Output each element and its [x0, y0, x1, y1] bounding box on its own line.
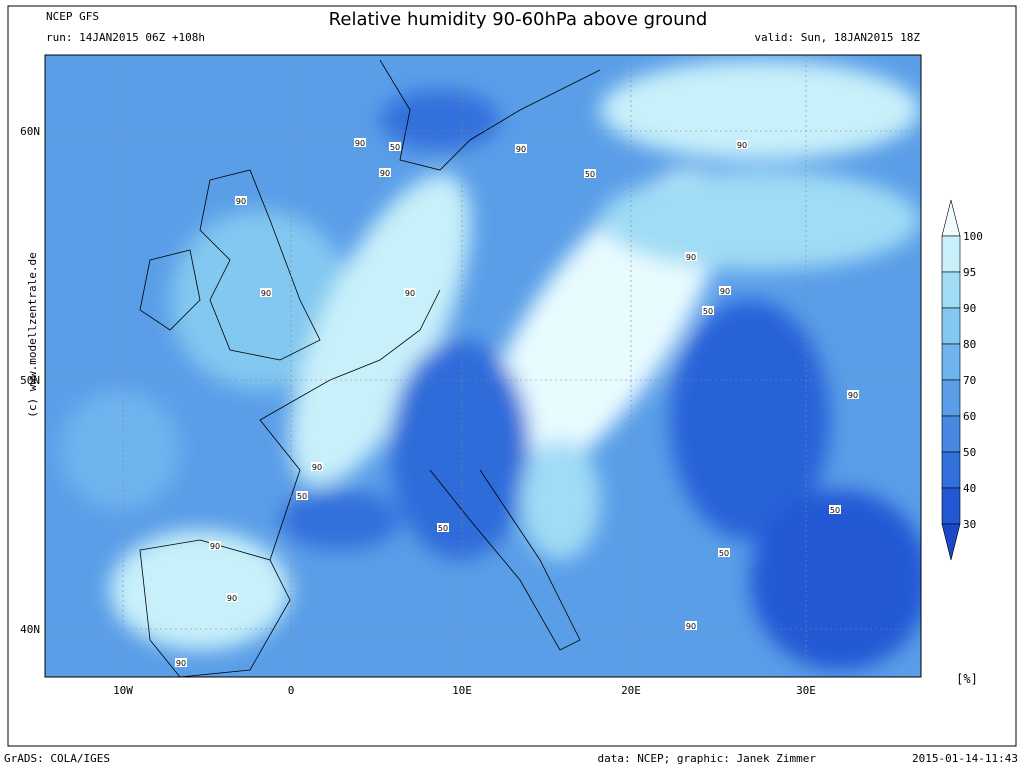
lon-label: 30E [796, 684, 816, 697]
contour-label: 50 [438, 524, 448, 533]
valid-info: valid: Sun, 18JAN2015 18Z [754, 31, 920, 44]
contour-label-bg [736, 140, 748, 149]
contour-label-bg [718, 548, 730, 557]
lon-label: 20E [621, 684, 641, 697]
contour-label: 90 [516, 145, 526, 154]
contour-label: 90 [236, 197, 246, 206]
colorbar-box [941, 379, 961, 417]
contour-label: 50 [585, 170, 595, 179]
contour-label-bg [685, 621, 697, 630]
contour-label-bg [719, 286, 731, 295]
contour-label: 90 [405, 289, 415, 298]
contour-label: 90 [380, 169, 390, 178]
contour-label: 90 [176, 659, 186, 668]
contour-label-bg [515, 144, 527, 153]
footer-timestamp: 2015-01-14-11:43 [912, 752, 1018, 765]
contour-label-bg [404, 288, 416, 297]
lat-label: 50N [20, 374, 40, 387]
colorbar-label: 80 [963, 338, 976, 351]
contour-label: 90 [848, 391, 858, 400]
contour-label: 50 [390, 143, 400, 152]
colorbar-label: 50 [963, 446, 976, 459]
contour-label: 90 [227, 594, 237, 603]
contour-label-bg [847, 390, 859, 399]
contour-label: 90 [720, 287, 730, 296]
contour-label: 90 [261, 289, 271, 298]
model-name: NCEP GFS [46, 10, 99, 23]
lat-label: 60N [20, 125, 40, 138]
colorbar-label: 95 [963, 266, 976, 279]
run-info: run: 14JAN2015 06Z +108h [46, 31, 205, 44]
colorbar-label: 40 [963, 482, 976, 495]
humidity-field [45, 55, 921, 677]
contour-label-bg [175, 658, 187, 667]
contour-label-bg [437, 523, 449, 532]
contour-label-bg [702, 306, 714, 315]
contour-label: 50 [297, 492, 307, 501]
copyright: (c) www.modellzentrale.de [26, 252, 39, 418]
contour-label: 90 [686, 622, 696, 631]
colorbar-label: 100 [963, 230, 983, 243]
contour-label: 90 [686, 253, 696, 262]
colorbar-box [941, 271, 961, 309]
colorbar-unit: [%] [956, 672, 978, 686]
colorbar-label: 30 [963, 518, 976, 531]
lat-label: 40N [20, 623, 40, 636]
contour-label-bg [260, 288, 272, 297]
colorbar-box [941, 343, 961, 381]
contour-label-bg [296, 491, 308, 500]
contour-label-bg [379, 168, 391, 177]
contour-label-bg [226, 593, 238, 602]
contour-label-bg [354, 138, 366, 147]
colorbar-label: 90 [963, 302, 976, 315]
contour-label-bg [235, 196, 247, 205]
lon-label: 10E [452, 684, 472, 697]
contour-label-bg [584, 169, 596, 178]
colorbar-label: 60 [963, 410, 976, 423]
footer-software: GrADS: COLA/IGES [4, 752, 110, 765]
contour-label: 90 [312, 463, 322, 472]
lon-label: 10W [113, 684, 133, 697]
contour-label: 50 [830, 506, 840, 515]
colorbar-box [941, 235, 961, 273]
colorbar-box [941, 487, 961, 525]
contour-label-bg [209, 541, 221, 550]
colorbar-box [941, 415, 961, 453]
map-border [44, 54, 922, 678]
colorbar-box [941, 307, 961, 345]
contour-label-bg [311, 462, 323, 471]
footer-credit: data: NCEP; graphic: Janek Zimmer [597, 752, 816, 765]
contour-label: 50 [703, 307, 713, 316]
colorbar-label: 70 [963, 374, 976, 387]
colorbar-bottom [941, 523, 961, 561]
map-title: Relative humidity 90-60hPa above ground [329, 9, 708, 30]
contour-label-bg [685, 252, 697, 261]
frame [7, 5, 1017, 747]
contour-label-bg [389, 142, 401, 151]
lon-label: 0 [288, 684, 295, 697]
colorbar-top [941, 199, 961, 237]
contour-label: 50 [719, 549, 729, 558]
contour-label-bg [829, 505, 841, 514]
contour-label: 90 [210, 542, 220, 551]
contour-label: 90 [355, 139, 365, 148]
colorbar-box [941, 451, 961, 489]
contour-label: 90 [737, 141, 747, 150]
